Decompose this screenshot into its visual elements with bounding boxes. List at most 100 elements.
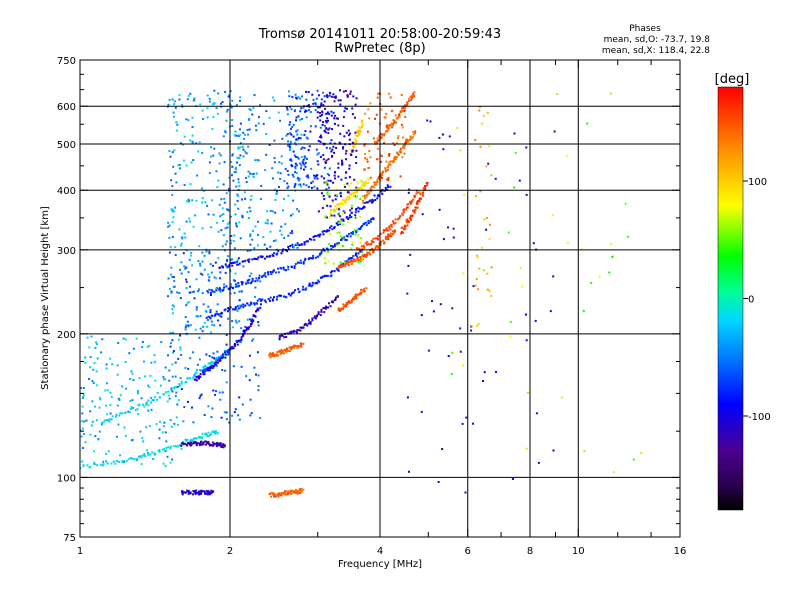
echo-point xyxy=(127,458,130,461)
echo-point xyxy=(369,243,371,246)
echo-point xyxy=(211,103,214,106)
echo-point xyxy=(355,162,358,164)
echo-point xyxy=(323,124,326,127)
echo-point xyxy=(249,301,252,304)
echo-point xyxy=(349,132,351,135)
echo-point xyxy=(322,233,325,236)
echo-point xyxy=(354,214,357,217)
echo-point xyxy=(209,363,212,366)
echo-point xyxy=(227,208,229,211)
echo-point xyxy=(287,140,290,143)
echo-point xyxy=(212,361,215,364)
echo-point xyxy=(304,258,307,261)
echo-point xyxy=(242,148,245,151)
echo-point xyxy=(185,266,188,269)
echo-point xyxy=(376,141,378,144)
echo-point xyxy=(343,261,346,264)
echo-point xyxy=(300,487,303,490)
echo-point xyxy=(327,179,330,182)
echo-point xyxy=(292,246,295,249)
echo-point xyxy=(295,345,298,348)
echo-point xyxy=(471,324,474,327)
echo-point xyxy=(321,110,324,113)
echo-point xyxy=(158,428,161,431)
echo-point xyxy=(403,107,406,110)
echo-point xyxy=(343,110,346,113)
echo-point xyxy=(280,348,283,351)
echo-point xyxy=(238,396,241,399)
echo-point xyxy=(167,295,169,298)
echo-point xyxy=(303,147,306,150)
echo-point xyxy=(271,253,274,256)
echo-point xyxy=(302,326,305,329)
echo-point xyxy=(238,418,241,421)
echo-point xyxy=(345,305,348,308)
echo-point xyxy=(320,136,323,139)
echo-point xyxy=(359,126,362,129)
echo-point xyxy=(324,161,327,164)
echo-point xyxy=(254,315,257,318)
echo-point xyxy=(201,330,204,333)
echo-point xyxy=(222,234,225,237)
echo-point xyxy=(191,126,194,128)
echo-point xyxy=(344,238,346,241)
echo-point xyxy=(360,245,363,248)
echo-point xyxy=(391,109,394,112)
echo-point xyxy=(364,241,367,244)
echo-point xyxy=(319,134,322,137)
echo-point xyxy=(402,213,404,216)
echo-point xyxy=(339,132,342,135)
echo-point xyxy=(389,233,392,236)
echo-point xyxy=(151,451,154,454)
echo-point xyxy=(225,208,228,211)
echo-point xyxy=(238,299,241,302)
echo-point xyxy=(286,113,289,116)
echo-point xyxy=(167,103,170,106)
echo-point xyxy=(291,165,294,168)
echo-point xyxy=(285,350,288,353)
echo-point xyxy=(319,136,322,139)
echo-point xyxy=(248,275,251,278)
echo-point xyxy=(300,185,303,188)
echo-point xyxy=(347,129,350,132)
echo-point xyxy=(354,116,356,119)
echo-point xyxy=(193,375,196,378)
echo-point xyxy=(224,356,227,359)
phases-title: Phases xyxy=(629,24,661,34)
echo-point xyxy=(218,357,221,360)
echo-point xyxy=(308,109,310,111)
echo-point xyxy=(216,313,219,315)
echo-point xyxy=(167,394,170,397)
echo-point xyxy=(335,296,337,299)
echo-point xyxy=(211,366,214,369)
echo-point xyxy=(347,261,350,264)
echo-point xyxy=(180,242,183,245)
echo-point xyxy=(191,199,194,202)
echo-point xyxy=(86,464,89,467)
echo-point xyxy=(405,219,408,222)
echo-point xyxy=(220,229,223,232)
echo-point xyxy=(178,164,181,166)
echo-point xyxy=(513,186,516,189)
echo-point xyxy=(286,491,289,494)
echo-point xyxy=(347,262,349,265)
echo-point xyxy=(223,445,226,448)
echo-point xyxy=(302,158,305,161)
echo-point xyxy=(306,158,308,160)
echo-point xyxy=(318,254,321,257)
echo-point xyxy=(351,241,354,244)
echo-point xyxy=(611,256,614,258)
echo-point xyxy=(195,308,198,311)
echo-point xyxy=(246,279,249,282)
echo-point xyxy=(416,191,419,194)
echo-point xyxy=(321,123,324,126)
echo-point xyxy=(337,220,340,223)
echo-point xyxy=(307,104,310,107)
echo-point xyxy=(273,355,276,357)
echo-point xyxy=(255,172,258,175)
echo-point xyxy=(221,443,224,446)
echo-point xyxy=(187,271,190,274)
echo-point xyxy=(304,130,307,133)
echo-point xyxy=(291,232,294,235)
echo-point xyxy=(182,252,185,255)
